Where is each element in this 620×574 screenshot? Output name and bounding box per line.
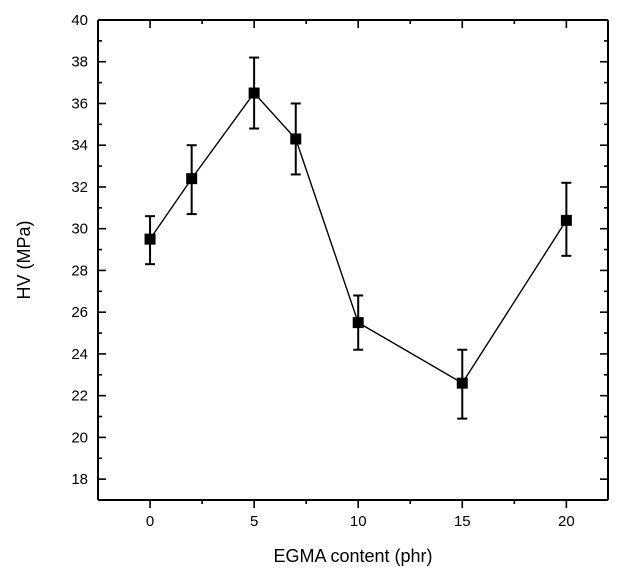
y-tick-label: 24 — [71, 346, 88, 363]
data-point — [352, 317, 364, 329]
data-point — [186, 173, 198, 185]
x-tick-label: 5 — [250, 513, 258, 530]
y-tick-label: 36 — [71, 95, 88, 112]
data-point — [290, 133, 302, 145]
x-tick-label: 0 — [146, 513, 154, 530]
y-axis-title: HV (MPa) — [14, 220, 34, 299]
x-tick-label: 20 — [558, 513, 575, 530]
y-tick-label: 22 — [71, 388, 88, 405]
y-tick-label: 18 — [71, 471, 88, 488]
data-point — [248, 87, 260, 99]
data-point — [560, 214, 572, 226]
x-ticks: 0 5 10 15 20 — [146, 20, 575, 530]
series-layer — [144, 56, 572, 420]
y-tick-label: 20 — [71, 429, 88, 446]
y-tick-label: 32 — [71, 179, 88, 196]
y-tick-label: 40 — [71, 12, 88, 29]
y-ticks: 18 20 22 24 26 28 30 32 34 36 38 40 — [71, 12, 608, 488]
data-point — [456, 377, 468, 389]
x-tick-label: 10 — [350, 513, 367, 530]
x-axis-title: EGMA content (phr) — [273, 546, 432, 566]
data-point — [144, 233, 156, 245]
y-tick-label: 34 — [71, 137, 88, 154]
plot-area — [97, 19, 609, 501]
y-tick-label: 30 — [71, 221, 88, 238]
y-tick-label: 38 — [71, 54, 88, 71]
y-tick-label: 28 — [71, 262, 88, 279]
x-tick-label: 15 — [454, 513, 471, 530]
y-tick-label: 26 — [71, 304, 88, 321]
